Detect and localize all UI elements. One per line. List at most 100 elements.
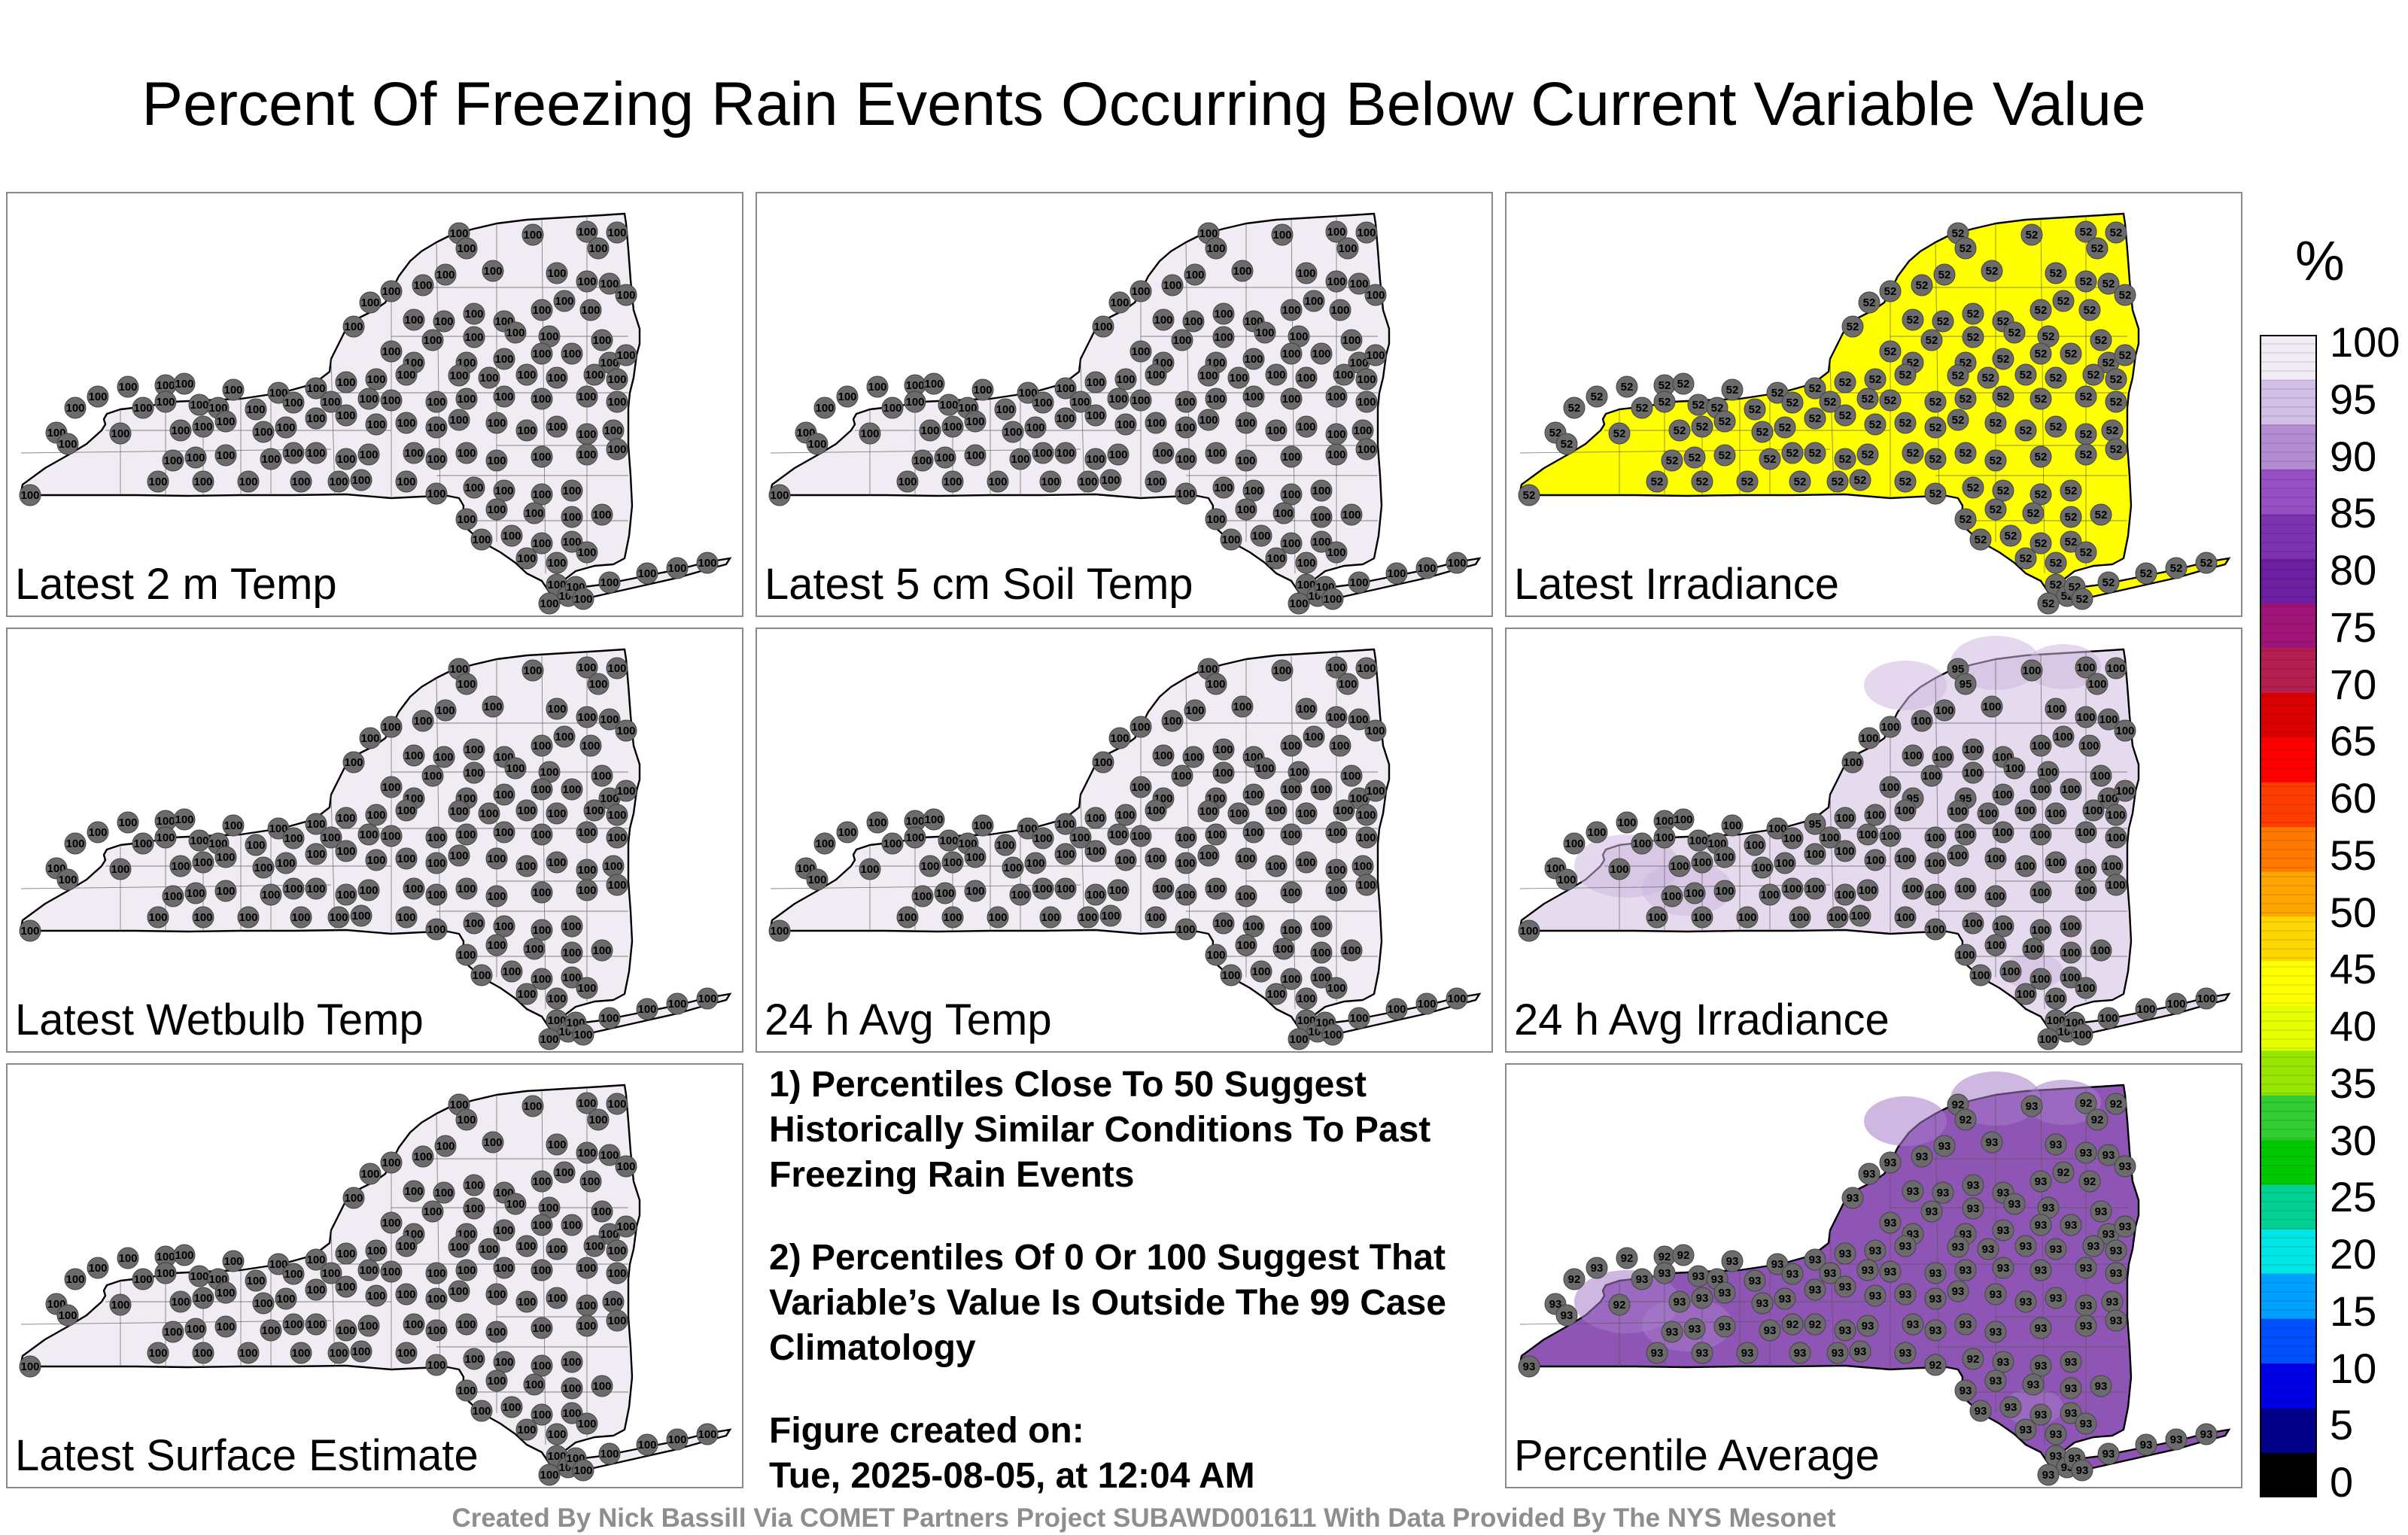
station-marker: 52: [2060, 479, 2082, 502]
panel-label: Latest 5 cm Soil Temp: [765, 560, 1193, 609]
station-marker: 100: [1894, 906, 1917, 929]
station-marker: 100: [1175, 826, 1197, 849]
station-value: 100: [1357, 226, 1376, 239]
station-value: 52: [1929, 421, 1942, 434]
station-value: 93: [1952, 1285, 1965, 1298]
station-dot: [2075, 220, 2097, 243]
station-dot: [1841, 751, 1864, 774]
station-value: 100: [382, 721, 400, 734]
station-marker: 100: [1355, 438, 1378, 460]
station-marker: 100: [606, 221, 628, 244]
station-dot: [971, 378, 994, 401]
station-dot: [335, 1319, 357, 1342]
station-marker: 52: [1902, 309, 1924, 331]
station-marker: 93: [1920, 1200, 1943, 1223]
legend-swatch: [2260, 1273, 2317, 1319]
station-dot: [2071, 1023, 2093, 1046]
station-value: 100: [2099, 792, 2118, 805]
station-dot: [290, 906, 312, 929]
station-value: 100: [1366, 725, 1385, 737]
station-marker: 100: [305, 407, 327, 430]
station-marker: 52: [1962, 476, 1984, 499]
station-value: 100: [600, 713, 619, 726]
station-dot: [154, 826, 177, 849]
station-value: 100: [171, 860, 190, 873]
station-value: 100: [532, 783, 551, 796]
station-value: 100: [223, 1255, 242, 1268]
station-dot: [214, 880, 237, 902]
station-dot: [1212, 326, 1235, 348]
station-marker: 100: [188, 394, 211, 416]
station-marker: 100: [587, 673, 610, 695]
station-value: 52: [2065, 485, 2078, 497]
station-marker: 100: [1834, 840, 1856, 862]
station-value: 100: [1206, 883, 1225, 895]
station-marker: 100: [147, 906, 169, 929]
station-value: 100: [1185, 704, 1204, 717]
station-marker: 100: [2060, 915, 2082, 938]
station-dot: [1099, 469, 1122, 491]
station-marker: 100: [1348, 708, 1370, 731]
station-marker: 93: [2071, 1459, 2093, 1482]
station-marker: 100: [320, 1262, 342, 1284]
station-marker: 100: [252, 421, 275, 443]
station-dot: [1834, 371, 1856, 394]
station-marker: 100: [1672, 808, 1695, 831]
station-value: 52: [1719, 415, 1732, 428]
station-dot: [1197, 844, 1220, 867]
station-dot: [1774, 416, 1796, 439]
station-dot: [357, 879, 380, 901]
station-dot: [2105, 804, 2127, 826]
station-value: 100: [1003, 862, 1022, 874]
station-value: 100: [1912, 715, 1931, 728]
station-marker: 52: [2060, 342, 2082, 365]
station-marker: 100: [896, 906, 919, 929]
station-dot: [531, 388, 553, 410]
station-value: 100: [336, 845, 355, 858]
station-marker: 100: [237, 470, 260, 493]
station-dot: [1683, 1318, 1706, 1340]
station-dot: [463, 738, 485, 761]
station-dot: [1992, 915, 2014, 938]
station-value: 100: [637, 1439, 656, 1451]
station-value: 100: [1327, 448, 1345, 461]
station-value: 100: [1349, 713, 1368, 726]
station-dot: [2045, 851, 2067, 874]
station-value: 100: [434, 1187, 453, 1199]
station-marker: 100: [1265, 983, 1288, 1005]
station-value: 93: [2026, 1100, 2039, 1113]
station-value: 100: [427, 396, 445, 409]
station-marker: 100: [572, 588, 594, 610]
station-value: 100: [616, 725, 635, 737]
station-marker: 100: [1265, 363, 1288, 386]
station-value: 100: [449, 1099, 468, 1111]
station-marker: 100: [576, 879, 598, 901]
station-dot: [576, 656, 598, 679]
station-marker: 100: [964, 444, 987, 467]
station-dot: [448, 844, 470, 867]
station-dot: [2003, 321, 2026, 344]
station-dot: [515, 983, 538, 1005]
station-marker: 100: [154, 1262, 177, 1284]
station-value: 100: [1154, 314, 1172, 327]
station-marker: 93: [1691, 1342, 1713, 1364]
station-value: 100: [1850, 910, 1869, 923]
station-marker: 100: [1310, 778, 1333, 801]
station-marker: 100: [425, 1319, 448, 1342]
panel-latest-irradiance: 52 52 52 52 52 52 52 52 52 52 52 52 52 52 52 52 52 52 52 52…: [1505, 192, 2242, 617]
station-dot: [696, 987, 719, 1010]
station-dot: [1205, 877, 1227, 900]
station-dot: [2086, 1108, 2109, 1131]
station-dot: [1864, 368, 1887, 391]
legend-swatch: [2260, 558, 2317, 604]
station-marker: 100: [538, 325, 561, 348]
station-value: 100: [1357, 879, 1376, 892]
station-marker: 100: [938, 829, 960, 852]
station-value: 100: [1236, 939, 1255, 952]
legend-swatch: [2260, 424, 2317, 470]
station-dot: [561, 1402, 583, 1424]
station-marker: 100: [359, 291, 382, 314]
station-marker: 93: [2014, 1290, 2037, 1313]
station-value: 100: [457, 513, 476, 526]
station-value: 100: [133, 1273, 152, 1286]
